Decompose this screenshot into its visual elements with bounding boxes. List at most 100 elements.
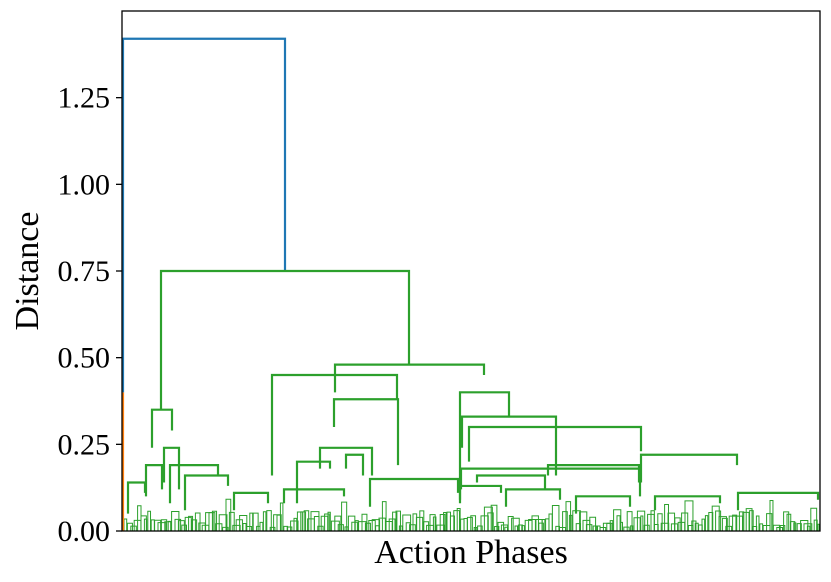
leaf-link (759, 523, 764, 531)
leaf-link (259, 521, 264, 531)
leaf-link (140, 515, 147, 531)
leaf-link (463, 517, 468, 531)
leaf-link (562, 511, 568, 531)
leaf-link (694, 522, 699, 531)
leaf-link (160, 519, 168, 531)
leaf-link (439, 513, 446, 531)
leaf-link (324, 513, 330, 531)
leaf-link (813, 519, 818, 531)
leaf-link (375, 525, 380, 531)
leaf-link (222, 526, 229, 531)
leaf-link (252, 512, 259, 531)
leaf-link (579, 511, 588, 531)
leaf-link (126, 522, 133, 531)
leaf-links (123, 498, 820, 531)
leaf-link (691, 520, 697, 531)
leaf-link (538, 522, 544, 531)
leaf-link (147, 510, 152, 531)
leaf-link (351, 521, 358, 531)
leaf-link (330, 520, 340, 531)
leaf-link (381, 501, 387, 531)
leaf-link (551, 504, 560, 531)
leaf-link (565, 501, 572, 531)
leaf-link (609, 520, 614, 531)
leaf-link (443, 512, 447, 531)
leaf-link (218, 514, 228, 531)
dendrogram-link (282, 488, 346, 504)
leaf-link (521, 525, 525, 531)
leaf-link (361, 513, 368, 531)
leaf-link (616, 515, 621, 531)
leaf-link (817, 523, 820, 531)
leaf-link (704, 515, 709, 531)
leaf-link (490, 504, 498, 531)
leaf-link (293, 517, 298, 531)
leaf-link (636, 510, 646, 531)
leaf-link (130, 525, 137, 531)
leaf-link (262, 511, 267, 531)
dendrogram-link (459, 467, 642, 497)
leaf-link (266, 510, 272, 531)
leaf-link (640, 515, 644, 531)
leaf-link (473, 526, 478, 531)
leaf-link (674, 517, 681, 531)
leaf-link (313, 516, 320, 531)
leaf-link (143, 518, 148, 531)
leaf-link (687, 525, 694, 531)
leaf-link (568, 514, 573, 531)
leaf-link (755, 515, 760, 531)
leaf-link (429, 514, 436, 531)
leaf-link (371, 519, 381, 531)
leaf-link (575, 523, 582, 531)
leaf-link (279, 502, 284, 531)
x-axis-title: Action Phases (374, 534, 568, 571)
dendrogram-link (162, 446, 181, 490)
leaf-link (806, 525, 811, 531)
leaf-link (239, 514, 248, 531)
dendrogram-link (332, 398, 400, 466)
leaf-link (181, 524, 188, 531)
leaf-link (174, 518, 182, 531)
leaf-link (449, 515, 455, 531)
y-tick-label: 1.25 (58, 82, 111, 115)
leaf-link (228, 511, 235, 531)
y-axis-ticks: 0.00 0.25 0.50 0.75 1.00 1.25 (58, 82, 122, 548)
leaf-link (769, 500, 774, 531)
leaf-link (487, 512, 494, 531)
y-tick-label: 0.50 (58, 342, 111, 375)
leaf-link (419, 510, 425, 531)
leaf-link (154, 519, 162, 531)
leaf-link (405, 522, 411, 531)
leaf-link (395, 510, 401, 531)
dendrogram-link (168, 464, 220, 504)
leaf-link (630, 525, 634, 531)
leaf-link (483, 506, 493, 531)
leaf-link (245, 525, 253, 531)
dendrogram-link (736, 491, 820, 511)
leaf-link (589, 516, 597, 531)
leaf-link (167, 520, 172, 531)
dendrogram-link (126, 481, 147, 514)
leaf-link (657, 513, 663, 531)
leaf-link (776, 526, 784, 531)
leaf-link (453, 510, 460, 531)
leaf-link (745, 508, 753, 531)
leaf-link (337, 524, 344, 531)
leaf-link (225, 498, 232, 531)
leaf-link (392, 511, 398, 531)
leaf-link (715, 510, 722, 531)
leaf-link (191, 519, 198, 531)
dendrogram-link (270, 373, 399, 476)
y-tick-label: 0.00 (58, 515, 111, 548)
leaf-link (477, 525, 483, 531)
leaf-link (398, 525, 403, 531)
leaf-link (701, 518, 706, 531)
leaf-link (242, 523, 247, 531)
leaf-link (194, 512, 201, 531)
dendrogram-link (333, 363, 486, 393)
leaf-link (466, 516, 473, 531)
leaf-link (286, 526, 293, 531)
dendrogram-link (344, 453, 365, 476)
dendrogram-link (232, 491, 270, 511)
